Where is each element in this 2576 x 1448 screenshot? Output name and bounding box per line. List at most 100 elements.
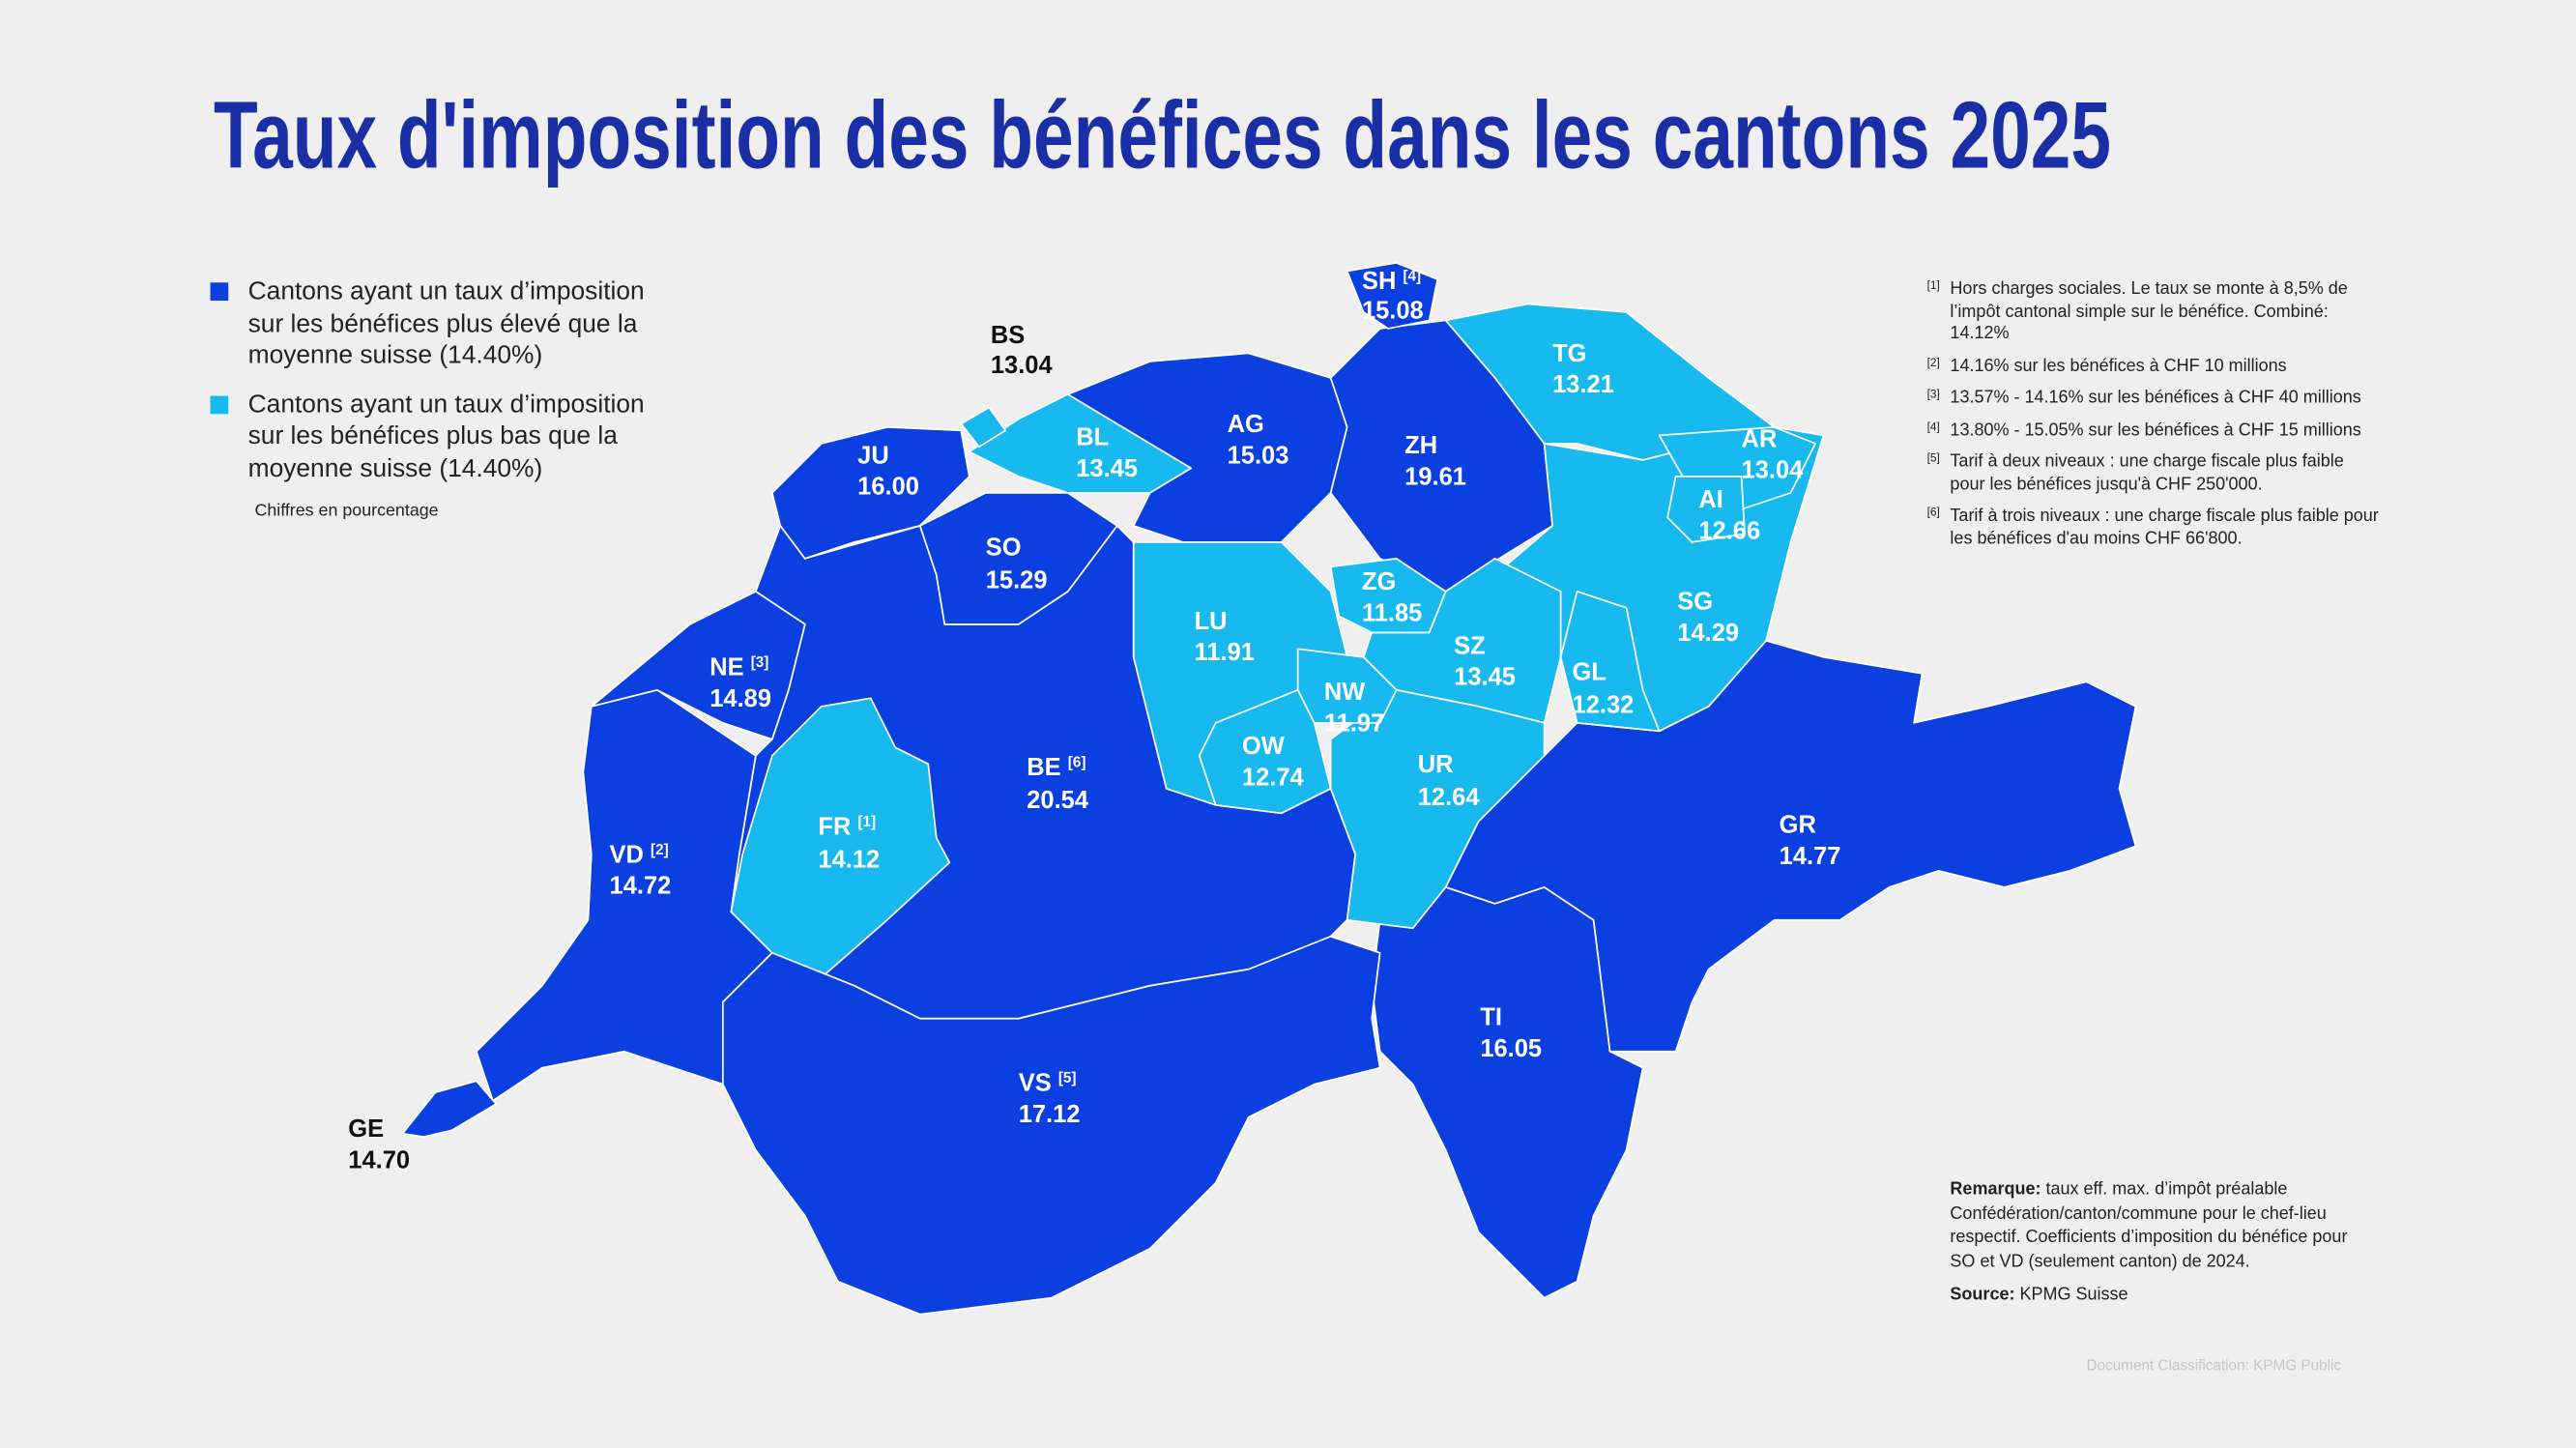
canton-shape (1559, 591, 1661, 733)
footnote: [3] 13.57% - 14.16% sur les bénéfices à C… (1927, 388, 2379, 410)
legend-item: Cantons ayant un taux d’imposition sur l… (210, 276, 687, 372)
canton-value: 12.32 (1573, 692, 1635, 719)
footnote-marker: [1] (1926, 280, 1940, 293)
footnote-text: Hors charges sociales. Le taux se monte … (1950, 278, 2348, 344)
canton-shape (1329, 688, 1546, 930)
canton-code: TI (1480, 1004, 1502, 1031)
canton-value: 14.12 (818, 846, 880, 873)
canton-code: FR [1] (818, 813, 876, 840)
legend-text: Cantons ayant un taux d’imposition sur l… (247, 390, 645, 482)
footnote-text: Tarif à deux niveaux : une charge fiscal… (1950, 451, 2344, 494)
legend-text: Cantons ayant un taux d’imposition sur l… (247, 277, 645, 370)
footnote: [5] Tarif à deux niveaux : une charge fis… (1927, 451, 2379, 496)
canton-value: 11.85 (1362, 599, 1422, 626)
footnote-text: Tarif à trois niveaux : une charge fisca… (1950, 506, 2379, 548)
canton-code: GR (1780, 812, 1816, 839)
canton-code: AI (1698, 486, 1723, 513)
code: SH (1362, 268, 1396, 295)
legend-swatch (210, 394, 229, 414)
code: VD (610, 841, 644, 868)
canton-value: 20.54 (1027, 787, 1089, 814)
canton-labels: BE [6] 20.54 FR [1] 14.12 VD [2] 14.72 G… (348, 268, 1840, 1173)
footnote-text: 14.16% sur les bénéfices à CHF 10 millio… (1950, 355, 2287, 376)
footnote: [6] Tarif à trois niveaux : une charge fi… (1927, 506, 2379, 550)
canton-value: 14.70 (348, 1146, 410, 1173)
canton-value: 12.66 (1698, 517, 1760, 544)
code: VS (1019, 1070, 1052, 1097)
canton-code: BE [6] (1027, 754, 1085, 781)
remark-label: Remarque: (1950, 1179, 2041, 1200)
legend-swatch (210, 282, 229, 302)
source: Source: KPMG Suisse (1950, 1285, 2127, 1304)
canton-code: BL (1076, 424, 1109, 451)
canton-code: VS [5] (1019, 1070, 1077, 1097)
canton-code: OW (1242, 733, 1286, 760)
unit-note: Chiffres en pourcentage (254, 501, 439, 521)
canton-code: SH [4] (1362, 268, 1421, 295)
canton-shape (1198, 688, 1332, 815)
canton-value: 14.29 (1677, 620, 1739, 647)
footnote-marker: [2] (1926, 357, 1940, 369)
canton-shape (1066, 352, 1348, 543)
footnote-marker: [6] (1926, 507, 1940, 520)
title: Taux d'imposition des bénéfices dans les… (214, 81, 2111, 188)
canton-code: UR (1418, 751, 1454, 778)
canton-shape (918, 492, 1118, 625)
legend: Cantons ayant un taux d’imposition sur l… (210, 276, 687, 521)
canton-shape (960, 406, 1007, 449)
canton-value: 12.64 (1418, 784, 1481, 811)
footnote-text: 13.57% - 14.16% sur les bénéfices à CHF … (1950, 388, 2361, 408)
code: BE (1027, 754, 1060, 781)
canton-value: 11.97 (1324, 710, 1384, 737)
footnote-ref: [6] (1068, 755, 1086, 771)
footnote: [2] 14.16% sur les bénéfices à CHF 10 mil… (1927, 356, 2379, 378)
classification: Document Classification: KPMG Public (2086, 1356, 2342, 1374)
footnote-ref: [5] (1058, 1070, 1077, 1086)
canton-code: SO (986, 534, 1022, 561)
code: NE (709, 654, 743, 681)
canton-value: 15.08 (1362, 298, 1424, 325)
canton-value: 14.77 (1780, 843, 1841, 870)
canton-code: SG (1677, 589, 1713, 616)
source-label: Source: (1950, 1285, 2015, 1305)
canton-value: 13.04 (1742, 457, 1805, 484)
canton-value: 14.89 (709, 685, 771, 712)
canton-value: 12.74 (1242, 764, 1305, 791)
canton-code: AG (1228, 411, 1264, 438)
footnote-ref: [4] (1403, 269, 1421, 285)
canton-code: BS (991, 322, 1025, 349)
canton-value: 13.45 (1454, 664, 1516, 691)
canton-code: ZH (1404, 432, 1437, 459)
canton-value: 16.00 (857, 474, 919, 501)
canton-code: LU (1195, 608, 1228, 635)
footnote-ref: [1] (857, 814, 876, 830)
footnote-text: 13.80% - 15.05% sur les bénéfices à CHF … (1950, 420, 2361, 440)
canton-code: VD [2] (610, 841, 669, 868)
footnote-marker: [3] (1926, 389, 1940, 401)
source-text: KPMG Suisse (2019, 1285, 2128, 1305)
canton-value: 15.29 (986, 566, 1048, 594)
canton-value: 13.21 (1552, 371, 1614, 398)
canton-code: JU (857, 442, 889, 469)
canton-shape (401, 1080, 498, 1138)
canton-code: ZG (1362, 568, 1396, 595)
canton-code: NW (1324, 679, 1366, 706)
canton-value: 15.03 (1228, 442, 1289, 469)
footnote-ref: [3] (751, 654, 769, 671)
canton-code: GE (348, 1115, 384, 1143)
canton-shape (1666, 476, 1746, 543)
code: FR (818, 813, 851, 840)
canton-code: SZ (1454, 632, 1486, 659)
canton-value: 13.45 (1076, 455, 1138, 482)
footnote: [4] 13.80% - 15.05% sur les bénéfices à C… (1927, 420, 2379, 442)
canton-shape (1329, 558, 1447, 634)
canton-code: NE [3] (709, 654, 768, 681)
canton-code: AR (1742, 425, 1778, 452)
footnote-ref: [2] (651, 842, 669, 858)
footnotes: [1] Hors charges sociales. Le taux se mon… (1927, 279, 2379, 561)
canton-value: 16.05 (1480, 1035, 1542, 1062)
canton-value: 13.04 (991, 352, 1054, 379)
